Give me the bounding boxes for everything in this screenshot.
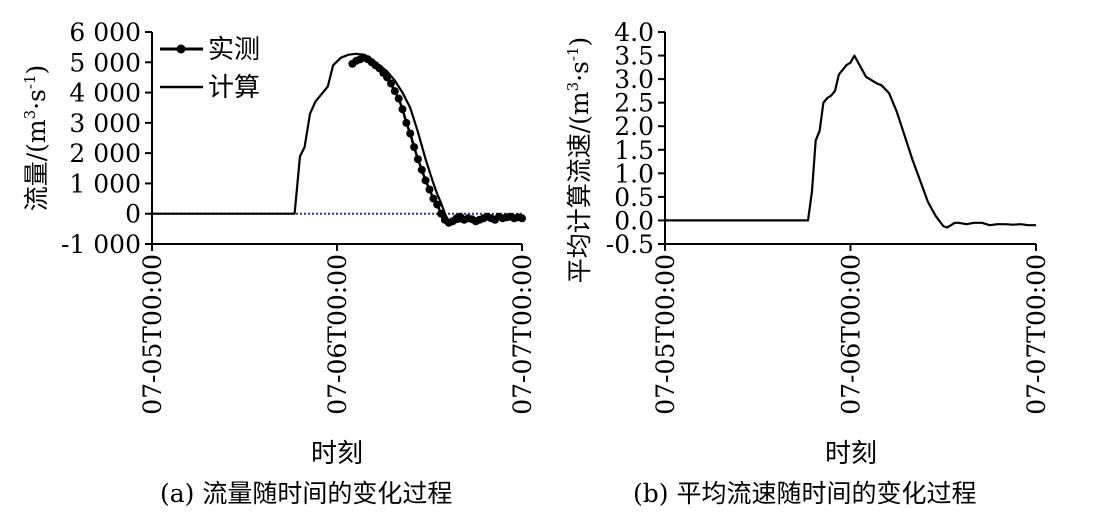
legend-measured-label: 实测	[208, 35, 260, 65]
y-tick-label: 2.5	[614, 89, 654, 118]
caption-a: (a) 流量随时间的变化过程	[160, 479, 453, 508]
x-axis-title: 时刻	[825, 439, 877, 469]
y-axis-title: 流量/(m3·s-1)	[21, 65, 51, 212]
y-tick-label: 6 000	[69, 18, 141, 47]
measured-series-group	[348, 53, 526, 227]
y-tick-label: 0.0	[614, 206, 654, 235]
y-tick-label: 2.0	[614, 112, 654, 141]
measured-point	[413, 155, 422, 164]
legend: 实测 计算	[160, 35, 260, 103]
y-tick-label: 4.0	[614, 18, 654, 47]
measured-point	[417, 165, 426, 174]
y-tick-label: 1.0	[614, 159, 654, 188]
velocity-series-line	[665, 54, 1036, 229]
measured-point	[394, 94, 403, 103]
x-axis-title: 时刻	[311, 439, 363, 469]
x-tick-label: 07-07T00:00	[1022, 254, 1051, 415]
measured-point	[398, 105, 407, 114]
x-axis-ticks: 07-05T00:00 07-06T00:00 07-07T00:00	[138, 244, 537, 415]
measured-point	[402, 118, 411, 127]
y-tick-label: -0.5	[606, 230, 654, 259]
y-tick-label: 3.5	[614, 42, 654, 71]
x-tick-label: 07-05T00:00	[651, 254, 680, 415]
legend-calculated-label: 计算	[208, 73, 260, 103]
measured-point	[429, 194, 438, 203]
x-tick-label: 07-06T00:00	[323, 254, 352, 415]
y-axis-title: 平均计算流速/(m3·s-1)	[564, 37, 594, 284]
measured-point	[425, 185, 434, 194]
measured-point	[421, 176, 430, 185]
y-tick-label: 4 000	[69, 79, 141, 108]
measured-point	[410, 143, 419, 152]
legend-measured-marker	[176, 44, 186, 54]
y-tick-label: 1 000	[69, 169, 141, 198]
y-tick-label: -1 000	[61, 230, 141, 259]
velocity-chart-panel: -0.50.00.51.01.52.02.53.03.54.0 07-05T00…	[564, 18, 1051, 469]
series-line	[665, 54, 1036, 229]
measured-point	[383, 73, 392, 82]
x-tick-label: 07-06T00:00	[837, 254, 866, 415]
measured-point	[390, 87, 399, 96]
y-axis-ticks: -0.50.00.51.01.52.02.53.03.54.0	[606, 18, 665, 259]
measured-point	[437, 209, 446, 218]
measured-point	[433, 200, 442, 209]
y-tick-label: 5 000	[69, 48, 141, 77]
y-tick-label: 0.5	[614, 183, 654, 212]
y-tick-label: 1.5	[614, 136, 654, 165]
measured-point	[518, 214, 526, 223]
measured-point	[387, 79, 395, 88]
y-tick-label: 3.0	[614, 65, 654, 94]
x-tick-label: 07-05T00:00	[138, 254, 167, 415]
y-tick-label: 3 000	[69, 109, 141, 138]
y-tick-label: 0	[125, 200, 141, 229]
caption-b: (b) 平均流速随时间的变化过程	[633, 479, 977, 508]
x-axis-ticks: 07-05T00:00 07-06T00:00 07-07T00:00	[651, 244, 1051, 415]
measured-point	[406, 129, 415, 138]
y-tick-label: 2 000	[69, 139, 141, 168]
x-tick-label: 07-07T00:00	[508, 254, 537, 415]
